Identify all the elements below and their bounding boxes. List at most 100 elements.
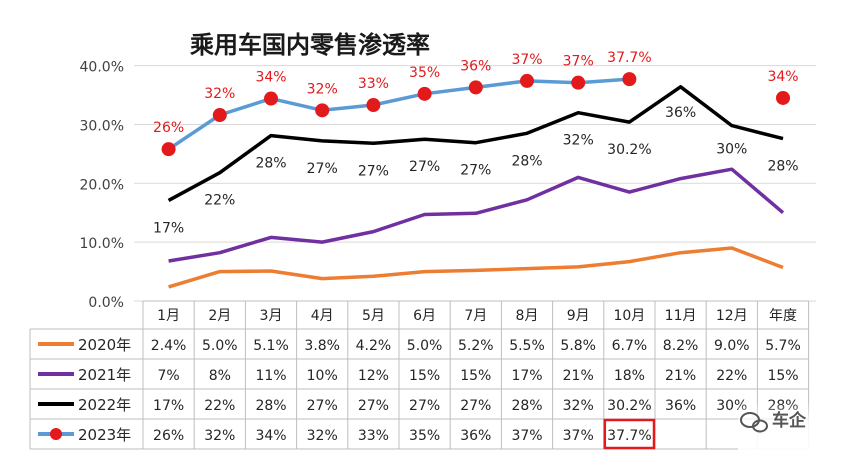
legend-label: 2023年 (78, 426, 131, 444)
table-cell: 4.2% (356, 338, 392, 354)
x-tick-label: 5月 (362, 308, 385, 324)
table-cell: 7% (157, 368, 179, 384)
table-cell: 17% (511, 368, 542, 384)
data-point-marker (622, 72, 637, 87)
legend-marker (50, 428, 62, 440)
y-axis: 0.0% 10.0% 20.0% 30.0% 40.0% (80, 60, 124, 311)
table-cell: 27% (307, 398, 338, 414)
data-label-2022: 28% (767, 159, 798, 175)
wechat-icon (740, 412, 768, 433)
data-labels: 17% 22% 28% 27% 27% 27% 27% 28% 32% 30.2% 36% 30% 28… (153, 50, 799, 236)
data-label-2022: 28% (255, 156, 286, 172)
table-cell: 8.2% (663, 338, 699, 354)
table-cell: 5.7% (765, 338, 801, 354)
table-cell: 37% (511, 428, 542, 444)
table-cell: 28% (255, 398, 286, 414)
data-label-2023: 35% (409, 65, 440, 81)
table-cell: 27% (358, 398, 389, 414)
data-label-2023: 37% (511, 52, 542, 68)
table-cell: 27% (409, 398, 440, 414)
x-tick-label: 年度 (769, 308, 797, 324)
x-tick-label: 9月 (567, 308, 590, 324)
data-label-2022: 30.2% (607, 142, 651, 158)
table-cell: 5.1% (253, 338, 289, 354)
data-label-2022: 27% (409, 159, 440, 175)
x-tick-label: 11月 (665, 308, 697, 324)
table-cell: 9.0% (714, 338, 750, 354)
table-cell: 17% (153, 398, 184, 414)
table-cell: 5.5% (509, 338, 545, 354)
data-label-2022: 30% (716, 142, 747, 158)
series-line-2021年 (168, 167, 785, 263)
legend-label: 2021年 (78, 366, 131, 384)
data-table: 1月 2月 3月 4月 5月 6月 7月 8月 9月 10月 11月 12月 年度 2020年 2.4% 5.… (29, 300, 810, 450)
table-cell: 8% (209, 368, 231, 384)
data-point-marker (417, 86, 432, 101)
table-cell: 32% (307, 428, 338, 444)
table-cell: 32% (204, 428, 235, 444)
y-tick-label: 40.0% (80, 60, 124, 76)
table-cell: 28% (511, 398, 542, 414)
x-tick-label: 1月 (157, 308, 180, 324)
data-point-marker (366, 98, 381, 113)
data-point-marker (212, 108, 227, 123)
table-cell: 21% (665, 368, 696, 384)
data-point-marker (520, 73, 534, 88)
data-label-2023: 33% (358, 76, 389, 92)
data-label-2023: 37.7% (607, 50, 651, 66)
data-label-2023: 26% (153, 120, 184, 136)
legend-label: 2020年 (78, 336, 131, 354)
table-cell: 15% (460, 368, 491, 384)
legend-label: 2022年 (78, 396, 131, 414)
table-cell: 37.7% (607, 428, 651, 444)
table-cell: 37% (563, 428, 594, 444)
series-line-2023年 (167, 77, 630, 151)
data-label-2022: 27% (358, 163, 389, 179)
data-label-2023: 34% (255, 70, 286, 86)
table-cell: 35% (409, 428, 440, 444)
table-cell: 32% (563, 398, 594, 414)
data-point-marker (264, 91, 278, 106)
data-point-marker (571, 75, 586, 90)
data-label-2023: 32% (307, 81, 338, 97)
table-cell: 21% (563, 368, 594, 384)
table-cell: 2.4% (151, 338, 187, 354)
data-label-2023: 34% (767, 69, 798, 85)
x-tick-label: 3月 (260, 308, 283, 324)
table-cell: 5.2% (458, 338, 494, 354)
table-cell: 5.8% (560, 338, 596, 354)
x-tick-label: 10月 (613, 308, 645, 324)
table-cell: 11% (255, 368, 286, 384)
series-line-2020年 (168, 246, 784, 289)
data-label-2022: 27% (307, 161, 338, 177)
y-tick-label: 30.0% (80, 118, 124, 134)
data-label-2022: 36% (665, 105, 696, 121)
gridlines (134, 65, 816, 302)
table-cell: 22% (716, 368, 747, 384)
table-cell: 34% (255, 428, 286, 444)
data-label-2022: 32% (563, 133, 594, 149)
data-label-2022: 22% (204, 193, 235, 209)
data-point-marker (776, 90, 790, 105)
table-cell: 18% (614, 368, 645, 384)
table-cell: 36% (665, 398, 696, 414)
x-tick-label: 7月 (464, 308, 487, 324)
table-cell: 33% (358, 428, 389, 444)
table-cell: 3.8% (304, 338, 340, 354)
x-tick-label: 4月 (311, 308, 334, 324)
highlight-box (603, 418, 656, 450)
table-cell: 26% (153, 428, 184, 444)
table-cell: 5.0% (407, 338, 443, 354)
data-label-2023: 32% (204, 86, 235, 102)
data-label-2022: 28% (511, 153, 542, 169)
table-cell: 5.0% (202, 338, 238, 354)
data-label-2023: 36% (460, 58, 491, 74)
watermark-text: 车企 (772, 410, 807, 431)
data-label-2022: 17% (153, 220, 184, 236)
x-tick-label: 6月 (413, 308, 436, 324)
y-tick-label: 20.0% (80, 177, 124, 193)
data-point-marker (161, 142, 176, 157)
x-tick-label: 8月 (516, 308, 539, 324)
chart-title: 乘用车国内零售渗透率 (189, 31, 430, 59)
